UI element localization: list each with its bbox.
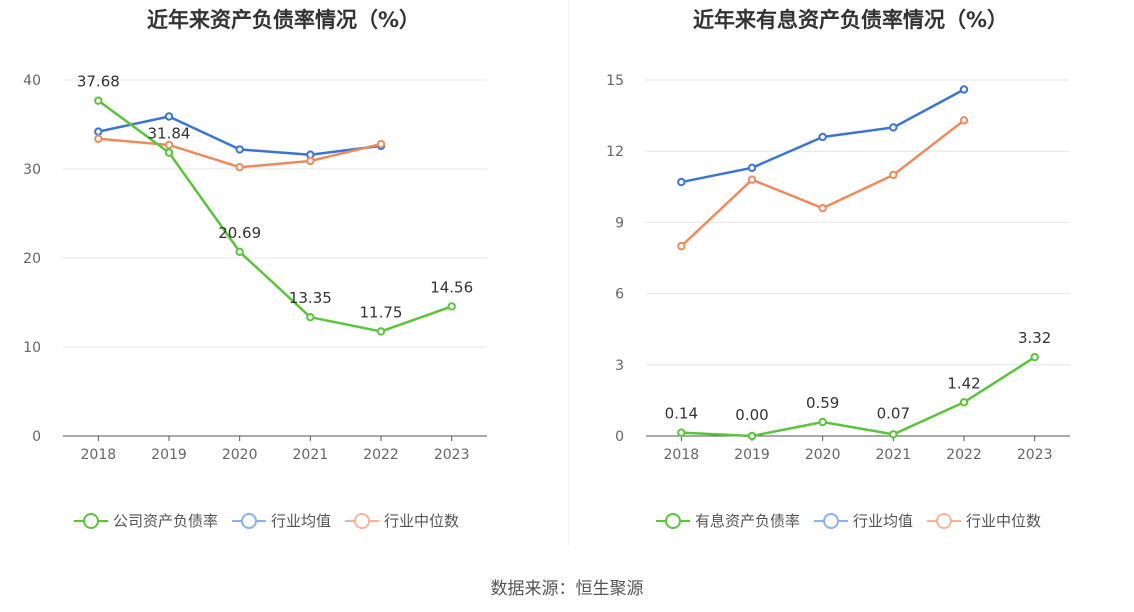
- legend-item-company[interactable]: 公司资产负债率: [74, 510, 218, 531]
- data-label: 0.00: [735, 406, 768, 424]
- legend-avg-label: 行业均值: [271, 512, 332, 530]
- legend-interest-median-label: 行业中位数: [966, 512, 1042, 530]
- legend-company-label: 公司资产负债率: [113, 512, 219, 530]
- x-tick-label: 2021: [876, 447, 912, 463]
- y-tick-label: 0: [615, 429, 624, 445]
- data-point-median: [747, 175, 757, 184]
- x-tick-label: 2023: [1017, 447, 1053, 463]
- data-label: 0.07: [877, 404, 910, 422]
- data-label: 3.32: [1018, 329, 1051, 347]
- data-point-median: [376, 139, 386, 149]
- data-label: 0.14: [665, 405, 698, 423]
- data-point-company: [818, 417, 827, 427]
- data-point-company: [94, 96, 103, 105]
- x-tick-label: 2018: [664, 447, 700, 463]
- data-point-median: [959, 116, 969, 125]
- legend-median-icon: [345, 512, 380, 529]
- data-point-avg: [959, 85, 969, 94]
- x-tick-label: 2023: [434, 447, 470, 463]
- data-point-avg: [164, 112, 174, 121]
- data-label: 11.75: [360, 303, 403, 321]
- legend-item-avg[interactable]: 行业均值: [232, 510, 331, 531]
- data-point-company: [1030, 353, 1039, 362]
- left-chart-title: 近年来资产负债率情况（%）: [146, 8, 421, 32]
- data-label: 0.59: [806, 394, 839, 412]
- y-tick-label: 3: [615, 358, 624, 374]
- legend-avg-icon: [232, 512, 267, 529]
- legend-interest-company-label: 有息资产负债率: [695, 512, 801, 530]
- data-source-label: 数据来源：恒生聚源: [490, 579, 644, 599]
- data-point-avg: [677, 177, 686, 187]
- data-label: 14.56: [430, 278, 473, 296]
- data-label: 1.42: [947, 374, 980, 392]
- data-point-avg: [889, 123, 898, 132]
- x-tick-label: 2019: [734, 447, 770, 463]
- legend-company-icon: [74, 512, 108, 529]
- legend-interest-avg-icon: [814, 512, 849, 529]
- x-tick-label: 2018: [81, 447, 117, 463]
- legend-item-interest-company[interactable]: 有息资产负债率: [656, 510, 800, 531]
- data-point-median: [235, 163, 244, 172]
- data-point-median: [677, 241, 686, 251]
- data-point-median: [94, 134, 103, 143]
- data-point-company: [164, 148, 174, 157]
- y-tick-label: 30: [23, 162, 41, 178]
- data-point-avg: [747, 163, 757, 173]
- series-line-company: [97, 99, 453, 333]
- series-line-company: [681, 356, 1036, 438]
- y-tick-label: 20: [23, 251, 41, 267]
- data-point-company: [889, 430, 898, 439]
- data-label: 20.69: [218, 224, 261, 242]
- left-chart-legend: 公司资产负债率 行业均值 行业中位数: [74, 510, 473, 531]
- legend-interest-company-icon: [656, 512, 690, 529]
- legend-item-median[interactable]: 行业中位数: [345, 510, 459, 531]
- x-tick-label: 2022: [946, 447, 982, 463]
- legend-item-interest-avg[interactable]: 行业均值: [814, 510, 913, 531]
- y-tick-label: 6: [615, 287, 624, 303]
- data-point-company: [959, 398, 969, 407]
- y-tick-label: 0: [32, 429, 41, 445]
- x-tick-label: 2022: [363, 447, 399, 463]
- y-tick-label: 15: [606, 73, 624, 89]
- data-point-company: [677, 428, 686, 437]
- legend-item-interest-median[interactable]: 行业中位数: [927, 510, 1041, 531]
- data-point-median: [306, 156, 315, 166]
- right-chart-title: 近年来有息资产负债率情况（%）: [692, 8, 1009, 32]
- x-tick-label: 2019: [151, 447, 187, 463]
- data-label: 13.35: [289, 289, 332, 307]
- data-point-company: [235, 247, 244, 257]
- data-point-median: [889, 170, 898, 180]
- data-point-median: [818, 203, 827, 213]
- left-chart-plot: 0 10 20 30 40 2018 2019 2020 2021 2022 2023 37.68 31…: [23, 73, 487, 463]
- y-tick-label: 10: [23, 340, 41, 356]
- y-tick-label: 9: [615, 215, 624, 231]
- x-tick-label: 2021: [293, 447, 329, 463]
- data-point-company: [376, 327, 386, 336]
- legend-median-label: 行业中位数: [384, 512, 460, 530]
- chart-divider: [568, 0, 569, 545]
- legend-interest-avg-label: 行业均值: [853, 512, 914, 530]
- data-point-company: [747, 431, 757, 441]
- x-tick-label: 2020: [222, 447, 258, 463]
- data-point-avg: [235, 145, 244, 154]
- data-point-avg: [818, 132, 827, 142]
- legend-interest-median-icon: [927, 512, 962, 529]
- y-tick-label: 12: [606, 144, 624, 160]
- x-tick-label: 2020: [805, 447, 841, 463]
- data-label: 31.84: [148, 125, 191, 143]
- right-chart-plot: 0 3 6 9 12 15 2018 2019 2020 2021 2022 2023 0.14 0.00…: [606, 73, 1070, 463]
- right-chart-legend: 有息资产负债率 行业均值 行业中位数: [656, 510, 1055, 531]
- data-point-company: [447, 302, 456, 311]
- y-tick-label: 40: [23, 73, 41, 89]
- data-label: 37.68: [77, 73, 120, 91]
- data-point-median: [164, 140, 174, 150]
- data-point-company: [306, 312, 315, 322]
- data-point-avg: [94, 127, 103, 136]
